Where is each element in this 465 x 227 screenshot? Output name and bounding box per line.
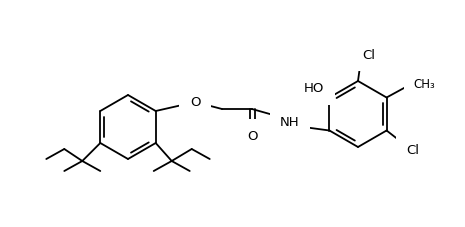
Text: CH₃: CH₃ [413, 78, 435, 91]
Text: NH: NH [280, 116, 300, 129]
Text: Cl: Cl [363, 48, 376, 61]
Text: O: O [190, 95, 200, 108]
Text: HO: HO [304, 82, 325, 95]
Text: Cl: Cl [406, 143, 419, 156]
Text: O: O [247, 130, 257, 143]
